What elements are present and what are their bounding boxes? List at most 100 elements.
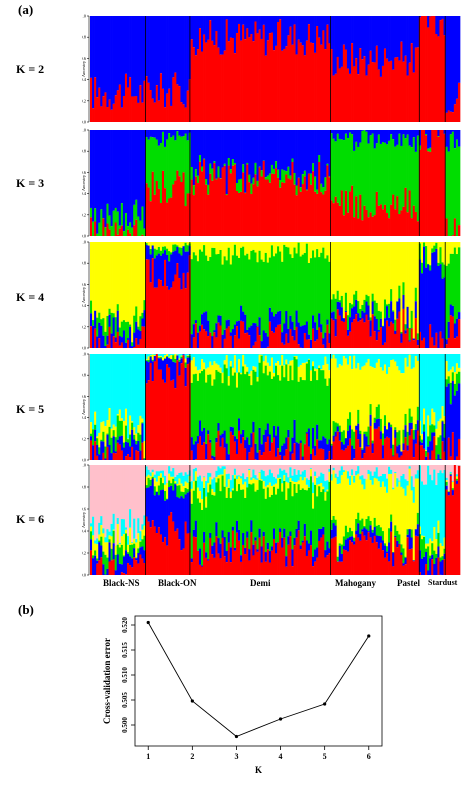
ancestry-segment — [445, 130, 449, 147]
ancestry-segment — [272, 484, 276, 487]
ancestry-segment — [122, 534, 126, 556]
ancestry-segment — [457, 82, 461, 122]
k-label-3: K = 3 — [16, 176, 45, 190]
ancestry-segment — [135, 440, 138, 445]
ancestry-segment — [137, 102, 140, 122]
ancestry-segment — [153, 355, 157, 356]
ancestry-segment — [299, 191, 303, 236]
ancestry-segment — [161, 379, 165, 460]
ancestry-segment — [330, 443, 333, 446]
ancestry-segment — [211, 180, 214, 236]
ancestry-segment — [242, 164, 245, 173]
ancestry-segment — [182, 498, 185, 549]
ancestry-segment — [307, 359, 311, 429]
ancestry-segment — [227, 158, 231, 166]
ancestry-segment — [453, 104, 457, 122]
ancestry-segment — [231, 354, 235, 368]
ancestry-segment — [182, 475, 185, 487]
ancestry-segment — [120, 465, 124, 520]
ancestry-segment — [346, 364, 350, 419]
ancestry-segment — [330, 200, 333, 236]
ancestry-segment — [449, 16, 453, 112]
ancestry-segment — [190, 334, 194, 348]
ancestry-segment — [104, 554, 107, 575]
ancestry-segment — [439, 435, 442, 459]
ancestry-segment — [186, 474, 190, 483]
ancestry-segment — [252, 323, 255, 346]
ancestry-segment — [285, 499, 288, 557]
ancestry-segment — [100, 439, 103, 442]
ancestry-segment — [186, 245, 190, 252]
ancestry-segment — [235, 183, 239, 192]
ancestry-segment — [213, 495, 216, 543]
ancestry-segment — [159, 130, 163, 144]
population-label-black-ns: Black-NS — [103, 578, 140, 588]
ancestry-segment — [383, 318, 387, 343]
ancestry-segment — [235, 465, 239, 476]
ancestry-segment — [131, 342, 134, 347]
ancestry-segment — [394, 535, 397, 538]
ancestry-segment — [453, 16, 457, 105]
ancestry-segment — [186, 355, 190, 357]
ancestry-segment — [235, 491, 239, 521]
ancestry-segment — [326, 255, 329, 320]
ancestry-segment — [133, 538, 136, 544]
ancestry-segment — [336, 367, 340, 424]
ancestry-segment — [326, 319, 329, 325]
ancestry-segment — [408, 190, 412, 236]
ancestry-segment — [219, 446, 222, 460]
ancestry-segment — [455, 98, 459, 122]
ancestry-segment — [92, 465, 95, 517]
ancestry-segment — [441, 441, 444, 460]
ancestry-segment — [425, 450, 428, 452]
ancestry-segment — [353, 544, 356, 575]
ancestry-segment — [229, 332, 233, 336]
ancestry-segment — [151, 242, 155, 246]
ancestry-segment — [198, 436, 202, 460]
ancestry-segment — [373, 130, 377, 149]
ancestry-segment — [328, 177, 331, 236]
ancestry-segment — [320, 448, 323, 460]
ancestry-segment — [449, 473, 453, 475]
ancestry-segment — [124, 73, 128, 122]
y-tick-label: 0.2 — [82, 212, 86, 217]
ancestry-segment — [256, 452, 259, 460]
ancestry-segment — [334, 525, 338, 537]
ancestry-segment — [328, 439, 331, 452]
ancestry-segment — [355, 354, 358, 369]
ancestry-segment — [359, 317, 362, 321]
ancestry-segment — [322, 247, 325, 339]
ancestry-segment — [205, 481, 208, 497]
ancestry-segment — [433, 354, 436, 413]
ancestry-segment — [221, 537, 224, 575]
ancestry-segment — [213, 354, 216, 362]
ancestry-segment — [260, 355, 264, 445]
ancestry-segment — [164, 355, 167, 359]
ancestry-segment — [270, 357, 274, 379]
ancestry-segment — [219, 367, 222, 374]
ancestry-segment — [367, 320, 370, 348]
ancestry-segment — [375, 362, 379, 407]
ancestry-segment — [291, 354, 294, 361]
ancestry-segment — [410, 529, 414, 538]
ancestry-segment — [124, 456, 128, 460]
ancestry-segment — [349, 475, 352, 486]
ancestry-segment — [437, 16, 440, 37]
ancestry-segment — [174, 465, 177, 477]
ancestry-segment — [338, 465, 342, 471]
ancestry-segment — [102, 218, 105, 236]
ancestry-segment — [357, 465, 360, 467]
ancestry-segment — [277, 426, 280, 449]
ancestry-segment — [447, 383, 451, 438]
ancestry-segment — [190, 488, 194, 504]
ancestry-segment — [190, 503, 194, 559]
ancestry-segment — [268, 257, 272, 308]
ancestry-segment — [373, 535, 377, 575]
ancestry-segment — [217, 354, 220, 365]
ancestry-segment — [412, 561, 416, 575]
ancestry-segment — [260, 38, 264, 122]
ancestry-segment — [338, 205, 342, 236]
ancestry-segment — [120, 354, 124, 419]
ancestry-segment — [268, 182, 272, 236]
